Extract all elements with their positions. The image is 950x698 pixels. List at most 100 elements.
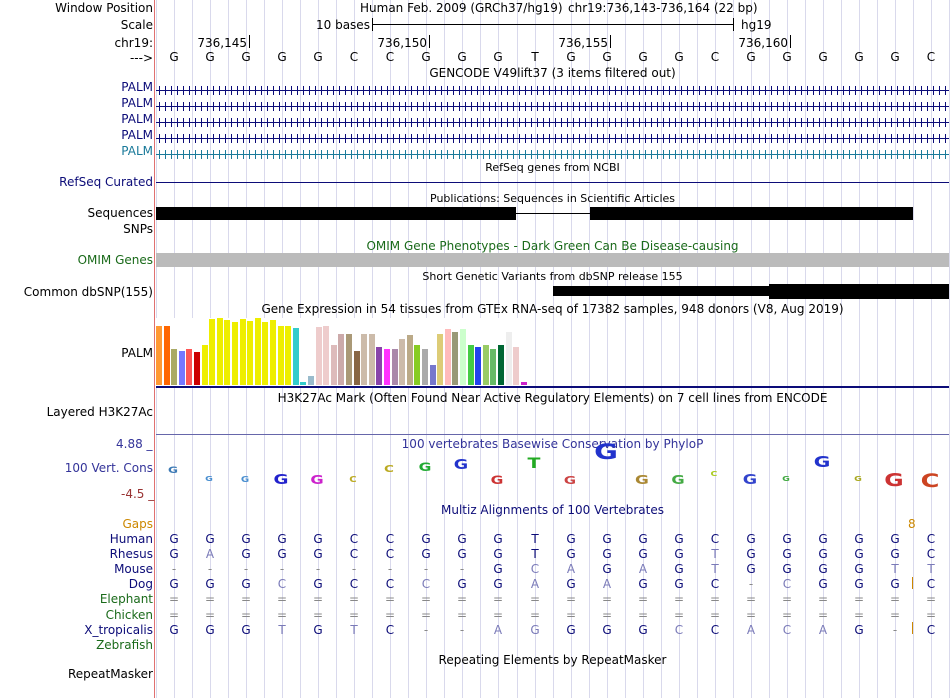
gtex-tissue-bar[interactable] xyxy=(285,326,291,385)
gtex-tissue-bar[interactable] xyxy=(346,334,352,385)
gencode-transcript-label[interactable]: PALM xyxy=(121,112,153,126)
gtex-tissue-bar[interactable] xyxy=(338,334,344,385)
gtex-tissue-bar[interactable] xyxy=(384,349,390,385)
phylop-base-logo[interactable]: G xyxy=(453,458,469,473)
gtex-tissue-bar[interactable] xyxy=(392,349,398,385)
gtex-tissue-bar[interactable] xyxy=(414,345,420,385)
gencode-transcript-line[interactable] xyxy=(156,150,949,159)
repeatmasker-label[interactable]: RepeatMasker xyxy=(67,667,153,681)
gtex-tissue-bar[interactable] xyxy=(171,349,177,385)
species-label[interactable]: Elephant xyxy=(99,592,153,606)
pubs-snps-label[interactable]: SNPs xyxy=(123,222,153,236)
gtex-tissue-bar[interactable] xyxy=(506,332,512,385)
phylop-base-logo[interactable]: G xyxy=(854,475,862,483)
gtex-tissue-bar[interactable] xyxy=(483,345,489,385)
gtex-tissue-bar[interactable] xyxy=(179,351,185,385)
phylop-base-logo[interactable]: G xyxy=(742,473,758,488)
gtex-tissue-bar[interactable] xyxy=(247,321,253,385)
phylop-base-logo[interactable]: C xyxy=(384,464,394,475)
phylop-base-logo[interactable]: G xyxy=(273,472,289,488)
phylop-base-logo[interactable]: G xyxy=(813,453,831,471)
gtex-tissue-bar[interactable] xyxy=(475,347,481,385)
gencode-transcript-line[interactable] xyxy=(156,118,949,127)
gtex-tissue-bar[interactable] xyxy=(437,334,443,385)
gtex-tissue-bar[interactable] xyxy=(399,339,405,385)
gtex-tissue-bar[interactable] xyxy=(445,329,451,385)
omim-feature[interactable] xyxy=(156,253,949,267)
phylop-base-logo[interactable]: G xyxy=(168,466,178,476)
gtex-tissue-bar[interactable] xyxy=(240,319,246,385)
phylop-base-logo[interactable]: G xyxy=(418,460,432,474)
gtex-tissue-bar[interactable] xyxy=(468,345,474,385)
phylop-base-logo[interactable]: G xyxy=(782,475,790,483)
species-label[interactable]: Mouse xyxy=(114,562,153,576)
gtex-tissue-bar[interactable] xyxy=(217,318,223,385)
gtex-tissue-bar[interactable] xyxy=(186,349,192,385)
pubs-feature-right[interactable] xyxy=(590,207,913,220)
species-label[interactable]: Human xyxy=(109,532,153,546)
phylop-base-logo[interactable]: C xyxy=(710,470,718,478)
gtex-tissue-bar[interactable] xyxy=(270,320,276,385)
gtex-tissue-bar[interactable] xyxy=(262,322,268,385)
phylop-base-logo[interactable]: C xyxy=(349,475,357,484)
phylop-base-logo[interactable]: G xyxy=(490,473,504,487)
dbsnp-variant-2[interactable] xyxy=(769,284,949,299)
gtex-tissue-bar[interactable] xyxy=(164,326,170,385)
gtex-tissue-bar[interactable] xyxy=(407,335,413,385)
gtex-tissue-bar[interactable] xyxy=(376,347,382,385)
phylop-base-logo[interactable]: G xyxy=(205,475,213,483)
gaps-label[interactable]: Gaps xyxy=(122,517,153,531)
gtex-tissue-bar[interactable] xyxy=(300,382,306,385)
gtex-tissue-bar[interactable] xyxy=(490,349,496,385)
h3k27-label[interactable]: Layered H3K27Ac xyxy=(46,405,153,419)
phylop-base-logo[interactable]: G xyxy=(594,440,618,465)
species-label[interactable]: Chicken xyxy=(105,608,153,622)
gtex-tissue-bar[interactable] xyxy=(460,329,466,385)
gtex-tissue-bar[interactable] xyxy=(209,319,215,385)
phylop-label[interactable]: 100 Vert. Cons xyxy=(64,461,153,475)
gencode-transcript-label[interactable]: PALM xyxy=(121,80,153,94)
gtex-tissue-bar[interactable] xyxy=(194,352,200,385)
gtex-tissue-bar[interactable] xyxy=(202,345,208,385)
phylop-base-logo[interactable]: G xyxy=(671,473,685,487)
species-label[interactable]: Rhesus xyxy=(109,547,153,561)
gtex-tissue-bar[interactable] xyxy=(354,351,360,385)
gtex-tissue-bar[interactable] xyxy=(452,332,458,385)
gtex-tissue-bar[interactable] xyxy=(278,326,284,385)
gtex-tissue-bar[interactable] xyxy=(293,328,299,385)
species-label[interactable]: X_tropicalis xyxy=(84,623,153,637)
dbsnp-variant-1[interactable] xyxy=(553,286,769,296)
gtex-tissue-bar[interactable] xyxy=(224,320,230,385)
gencode-transcript-line[interactable] xyxy=(156,102,949,111)
gtex-tissue-bar[interactable] xyxy=(361,334,367,385)
phylop-base-logo[interactable]: G xyxy=(240,475,250,484)
phylop-base-logo[interactable]: G xyxy=(884,471,904,491)
species-label[interactable]: Dog xyxy=(128,577,153,591)
gtex-tissue-bar[interactable] xyxy=(323,326,329,385)
gtex-tissue-bar[interactable] xyxy=(422,349,428,385)
gtex-tissue-bar[interactable] xyxy=(308,376,314,385)
phylop-base-logo[interactable]: T xyxy=(527,456,541,472)
gencode-transcript-label[interactable]: PALM xyxy=(121,96,153,110)
gencode-transcript-line[interactable] xyxy=(156,134,949,143)
gtex-tissue-bar[interactable] xyxy=(156,326,162,385)
omim-label[interactable]: OMIM Genes xyxy=(77,253,153,267)
phylop-base-logo[interactable]: C xyxy=(920,470,940,492)
gtex-tissue-bar[interactable] xyxy=(513,347,519,385)
gtex-tissue-bar[interactable] xyxy=(316,327,322,385)
gencode-transcript-label[interactable]: PALM xyxy=(121,128,153,142)
gtex-tissue-bar[interactable] xyxy=(255,318,261,385)
phylop-base-logo[interactable]: G xyxy=(563,474,577,487)
pubs-sequences-label[interactable]: Sequences xyxy=(87,206,153,220)
phylop-base-logo[interactable]: G xyxy=(635,472,649,487)
gencode-transcript-label[interactable]: PALM xyxy=(121,144,153,158)
gtex-tissue-bar[interactable] xyxy=(498,345,504,385)
gencode-transcript-line[interactable] xyxy=(156,86,949,95)
gtex-tissue-bar[interactable] xyxy=(331,345,337,385)
species-label[interactable]: Zebrafish xyxy=(96,638,153,652)
gtex-tissue-bar[interactable] xyxy=(232,322,238,385)
gtex-label[interactable]: PALM xyxy=(121,346,153,360)
refseq-label[interactable]: RefSeq Curated xyxy=(59,175,153,189)
gtex-tissue-bar[interactable] xyxy=(369,334,375,385)
